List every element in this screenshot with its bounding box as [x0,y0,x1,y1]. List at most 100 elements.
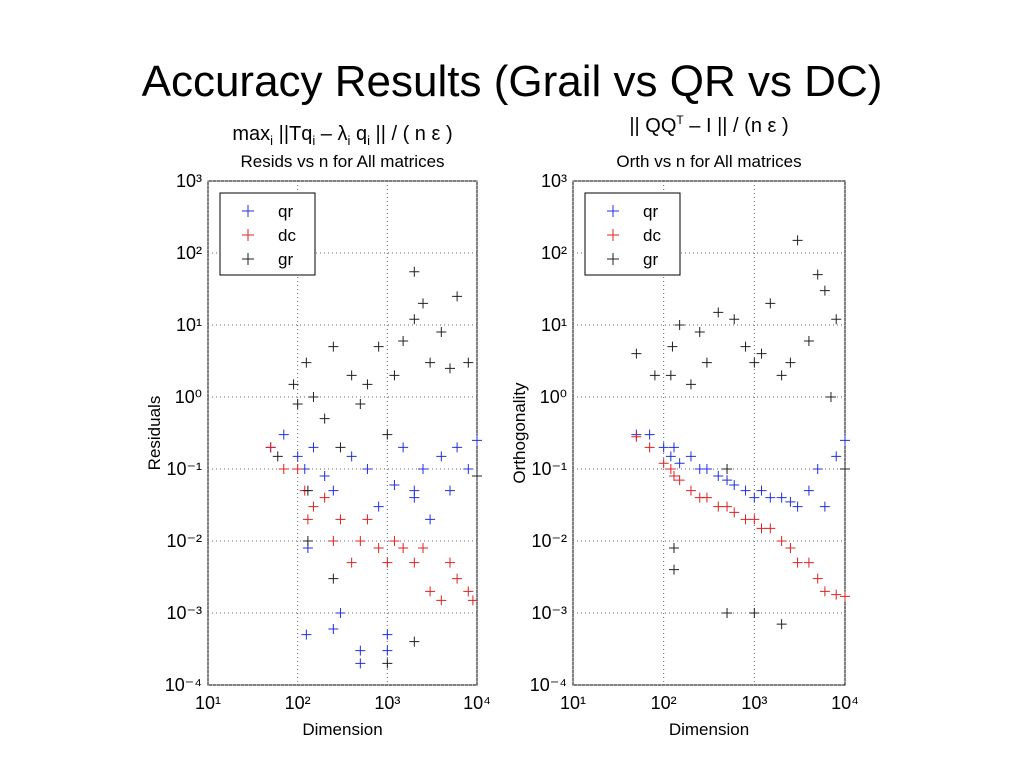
legend-label: dc [643,226,661,245]
marker [749,608,760,618]
marker [292,464,303,474]
marker [803,335,814,346]
y-tick-label: 10³ [541,171,567,191]
y-tick-label: 10⁻³ [166,603,202,623]
y-tick-label: 10⁻⁴ [530,675,567,695]
marker [463,357,474,368]
marker [665,451,676,462]
marker [722,464,733,474]
formula-part: i [348,133,351,148]
marker [825,392,836,402]
marker [382,629,393,640]
marker [765,298,776,309]
y-tick-label: 10⁻² [166,531,202,551]
formula-part: i [270,133,273,148]
legend-marker [242,205,254,217]
marker [301,629,312,640]
marker [685,379,696,390]
marker [729,479,740,490]
x-tick-label: 10³ [741,693,767,713]
marker [472,470,482,481]
marker [398,442,409,453]
marker [812,269,823,280]
marker [292,398,303,409]
marker [355,658,366,669]
marker [319,413,330,424]
marker [776,536,787,546]
marker [472,435,482,446]
marker [840,435,850,446]
formula: || QQT – I || / (n ε ) [629,113,788,137]
marker [425,514,436,525]
legend-marker [607,205,619,217]
marker [425,357,436,368]
marker [665,370,676,381]
marker [265,442,276,453]
x-tick-label: 10⁴ [463,693,491,713]
marker [328,623,339,634]
marker [749,492,760,503]
marker [812,464,823,474]
x-tick-label: 10¹ [195,693,221,713]
marker [382,645,393,656]
y-tick-label: 10² [176,243,202,263]
marker [373,501,384,512]
marker [335,514,346,525]
marker [463,586,474,597]
formula-part: max [232,123,270,145]
marker [785,357,796,368]
marker [668,542,679,553]
formula-part: T [676,113,684,127]
marker [389,536,400,546]
marker [840,464,850,474]
y-tick-label: 10⁰ [175,387,202,407]
formula-part: || / ( n ε ) [370,123,453,145]
x-axis-label: Dimension [302,720,382,739]
marker [840,591,850,602]
marker [831,589,842,600]
formula-part: – λ [315,123,347,145]
x-tick-label: 10² [285,693,311,713]
marker [467,595,478,606]
y-tick-label: 10⁰ [540,387,567,407]
marker [445,557,456,568]
legend-marker [242,253,254,265]
marker [740,341,751,352]
y-tick-label: 10² [541,243,567,263]
marker [292,451,303,462]
marker [418,298,429,309]
marker [302,536,313,546]
legend-label: qr [278,202,293,221]
marker [346,557,357,568]
marker [665,464,676,474]
marker [436,326,447,337]
marker [803,485,814,496]
marker [701,357,712,368]
marker [362,464,373,474]
formula-part: i [367,133,370,148]
marker [785,496,796,507]
marker [831,451,842,462]
marker [409,557,420,568]
marker [302,485,313,496]
marker [328,536,339,546]
marker [373,341,384,352]
marker [452,442,463,453]
formula-part: || QQ [629,115,676,137]
marker [713,470,724,481]
marker [301,357,312,368]
formula-part: ||Tq [273,123,312,145]
marker [346,451,357,462]
marker [382,557,393,568]
marker [409,485,420,496]
marker [644,442,655,453]
marker [418,542,429,553]
marker [812,573,823,584]
marker [319,492,330,503]
marker [668,470,679,481]
formula-part: – I || / (n ε ) [684,115,789,137]
marker [355,645,366,656]
marker [713,307,724,318]
marker [452,573,463,584]
